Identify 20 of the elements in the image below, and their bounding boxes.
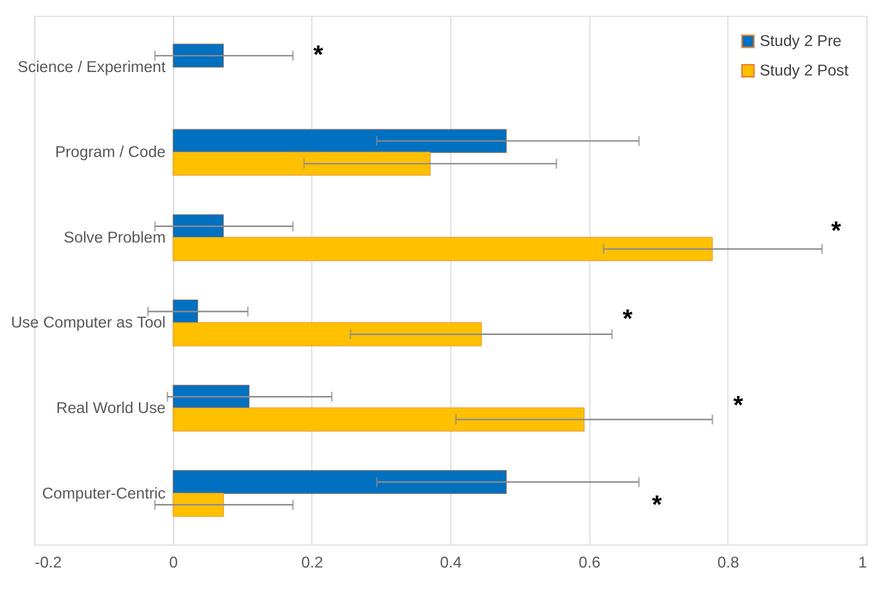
x-tick-label: 0	[169, 554, 178, 572]
annotation: *	[652, 491, 662, 520]
x-tick-label: 1	[858, 554, 867, 572]
y-tick-label: Use Computer as Tool	[11, 314, 166, 332]
annotation: *	[733, 391, 744, 420]
x-tick-label: 0.6	[578, 554, 601, 572]
legend-label: Study 2 Post	[760, 62, 850, 80]
annotation: *	[831, 217, 842, 246]
annotation: *	[622, 305, 633, 334]
x-tick-label: 0.4	[440, 554, 462, 572]
legend-label: Study 2 Pre	[760, 33, 842, 50]
x-tick-label: 0.2	[301, 554, 324, 572]
y-tick-label: Computer-Centric	[42, 485, 166, 502]
y-tick-label: Real World Use	[56, 400, 166, 418]
y-tick-label: Science / Experiment	[18, 58, 166, 76]
x-tick-label: 0.8	[717, 554, 740, 572]
x-tick-label: -0.2	[34, 554, 62, 572]
y-tick-label: Program / Code	[55, 144, 166, 162]
annotation: *	[313, 40, 324, 69]
y-tick-label: Solve Problem	[64, 229, 166, 246]
